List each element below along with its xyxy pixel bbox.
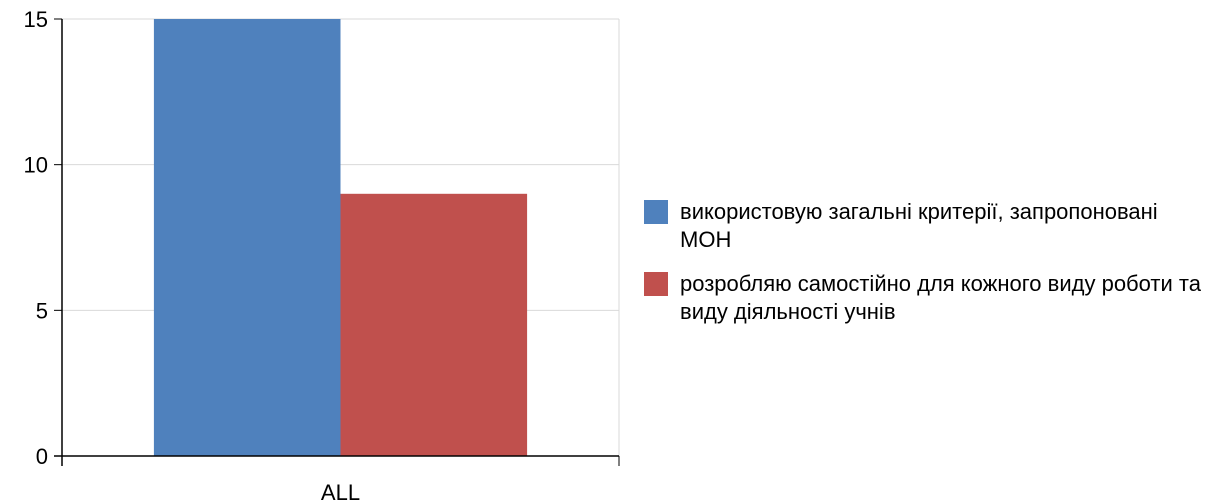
x-tick-labels: ALL — [321, 480, 360, 504]
x-tick-label: ALL — [321, 480, 360, 504]
bar — [340, 193, 528, 457]
y-tick-labels: 0 5 10 15 — [24, 7, 48, 469]
legend-label: розробляю самостійно для кожного виду ро… — [680, 271, 1201, 324]
legend-item-series-2: розробляю самостійно для кожного виду ро… — [644, 270, 1204, 326]
legend-swatch-blue — [644, 200, 668, 224]
axes — [54, 18, 620, 466]
legend-swatch-red — [644, 272, 668, 296]
legend: використовую загальні критерії, запропон… — [644, 198, 1204, 342]
y-tick-label: 10 — [24, 153, 48, 178]
y-tick-label: 15 — [24, 7, 48, 32]
bar — [153, 19, 341, 456]
legend-label: використовую загальні критерії, запропон… — [680, 199, 1158, 252]
legend-item-series-1: використовую загальні критерії, запропон… — [644, 198, 1204, 254]
bars — [153, 19, 528, 457]
y-tick-label: 5 — [36, 298, 48, 323]
y-tick-label: 0 — [36, 444, 48, 469]
bar-chart: 0 5 10 15 ALL — [24, 7, 620, 504]
